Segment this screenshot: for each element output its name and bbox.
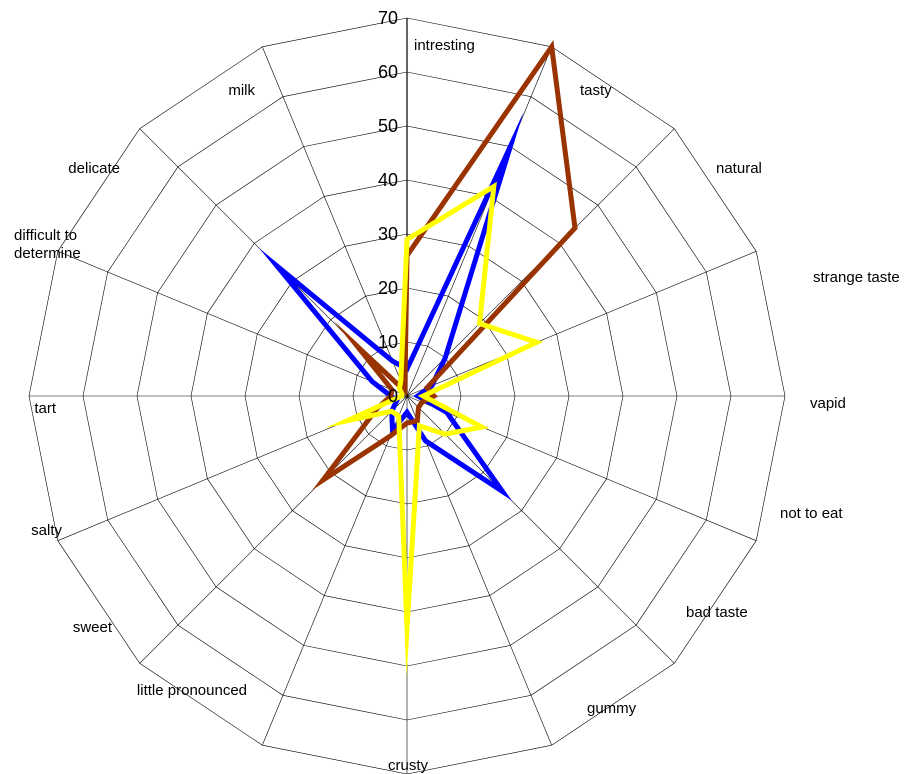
category-label: vapid bbox=[810, 395, 846, 412]
tick-label: 40 bbox=[378, 170, 398, 190]
category-label: difficult to determine bbox=[14, 227, 81, 262]
category-label: tart bbox=[34, 400, 57, 417]
category-label: crusty bbox=[388, 757, 429, 774]
grid-spoke bbox=[406, 251, 757, 397]
category-label: sweet bbox=[73, 619, 113, 636]
grid-spoke bbox=[139, 395, 408, 664]
category-label: gummy bbox=[587, 700, 637, 717]
category-label: bad taste bbox=[686, 604, 748, 621]
category-label: not to eat bbox=[780, 505, 843, 522]
category-label: strange taste bbox=[813, 269, 900, 286]
radar-series bbox=[258, 40, 578, 679]
tick-label: 50 bbox=[378, 116, 398, 136]
grid-spoke bbox=[262, 395, 408, 746]
grid-spoke bbox=[406, 46, 552, 397]
category-labels: intresting tasty natural strange taste vapid… bbox=[14, 37, 900, 774]
radial-tick-labels: 0 10 20 30 40 50 60 70 bbox=[378, 8, 398, 406]
tick-label: 30 bbox=[378, 224, 398, 244]
grid-spoke bbox=[406, 395, 552, 746]
tick-label: 10 bbox=[378, 332, 398, 352]
grid-spoke bbox=[57, 251, 408, 397]
grid-spoke bbox=[262, 46, 408, 397]
category-label: delicate bbox=[68, 160, 120, 177]
series-line-3 bbox=[325, 181, 544, 679]
tick-label: 20 bbox=[378, 278, 398, 298]
category-label: milk bbox=[228, 82, 255, 99]
category-label: natural bbox=[716, 160, 762, 177]
grid-spoke bbox=[406, 395, 675, 664]
category-label: salty bbox=[31, 522, 62, 539]
tick-label: 0 bbox=[388, 386, 398, 406]
category-label: little pronounced bbox=[137, 682, 247, 699]
grid-ring bbox=[28, 17, 786, 774]
radar-grid bbox=[28, 17, 786, 774]
category-label: intresting bbox=[414, 37, 475, 54]
tick-label: 60 bbox=[378, 62, 398, 82]
tick-label: 70 bbox=[378, 8, 398, 28]
category-label: tasty bbox=[580, 82, 612, 99]
